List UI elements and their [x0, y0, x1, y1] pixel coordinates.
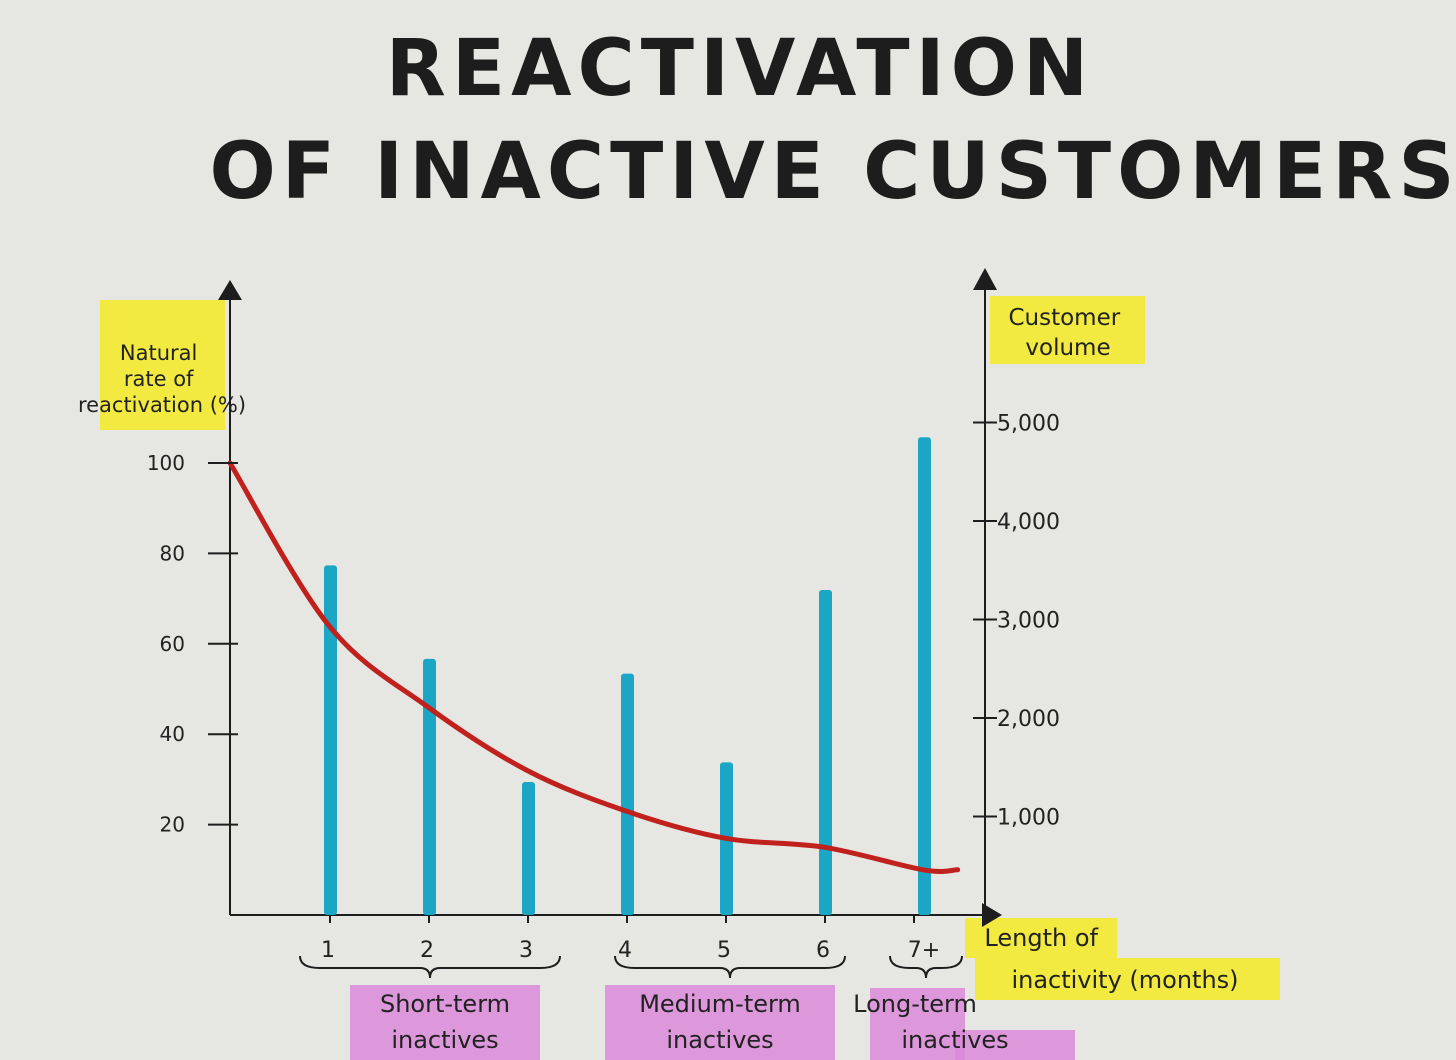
left-axis-label-highlight: [100, 300, 225, 430]
x-axis-label-highlight-2: [975, 958, 1280, 1000]
right-tick-label: 2,000: [997, 707, 1060, 732]
right-axis-label: Customer volume: [1008, 305, 1127, 361]
chart-title-line2: OF INACTIVE CUSTOMERS: [209, 127, 1456, 217]
right-tick-label: 4,000: [997, 510, 1060, 535]
right-tick-label: 5,000: [997, 412, 1060, 437]
group-braces: Short-term inactives Medium-term inactives L…: [299, 955, 1009, 1054]
chart-title-line1: REACTIVATION: [386, 24, 1094, 114]
group-long-highlight: [870, 988, 965, 1060]
left-tick-label: 20: [160, 813, 185, 837]
group-brace: [889, 955, 963, 979]
right-axis-arrow: [973, 268, 997, 290]
bar-3: [522, 782, 535, 915]
tick-labels: 20 40 60 80 100 1,000 2,000 3,000 4,000 5,000 1 2 3 4…: [147, 412, 1060, 964]
left-tick-label: 80: [160, 541, 185, 565]
group-label: Long-term inactives: [853, 990, 1009, 1054]
group-brace: [299, 955, 561, 979]
x-tick-label: 7+: [908, 938, 940, 963]
x-axis-arrow: [982, 903, 1002, 927]
right-tick-label: 3,000: [997, 609, 1060, 634]
x-axis-label: Length of inactivity (months): [984, 924, 1238, 994]
group-long-highlight-2: [955, 1030, 1075, 1060]
bar-7+: [918, 437, 931, 915]
bar-4: [621, 673, 634, 915]
bar-2: [423, 658, 436, 915]
x-tick-label: 1: [321, 938, 335, 963]
reactivation-rate-line: [227, 460, 961, 874]
x-tick-label: 6: [816, 938, 830, 963]
right-axis-label-highlight: [990, 296, 1145, 364]
left-axis-arrow: [218, 280, 242, 300]
x-axis-label-highlight-1: [965, 918, 1117, 958]
x-tick-label: 2: [420, 938, 434, 963]
left-tick-label: 40: [160, 722, 185, 746]
group-short-highlight: [350, 985, 540, 1060]
left-tick-label: 60: [160, 632, 185, 656]
bars: [324, 437, 931, 915]
bar-6: [819, 589, 832, 915]
x-tick-label: 3: [519, 938, 533, 963]
group-label: Medium-term inactives: [639, 990, 801, 1054]
x-tick-label: 4: [618, 938, 632, 963]
axes: [218, 268, 1002, 927]
group-label: Short-term inactives: [380, 990, 510, 1054]
group-medium-highlight: [605, 985, 835, 1060]
left-tick-label: 100: [147, 451, 185, 475]
left-axis-label: Natural rate of reactivation (%): [78, 341, 246, 417]
group-brace: [614, 955, 846, 979]
reactivation-curve: [227, 460, 961, 874]
bar-1: [324, 565, 337, 915]
x-tick-label: 5: [717, 938, 731, 963]
right-tick-label: 1,000: [997, 806, 1060, 831]
